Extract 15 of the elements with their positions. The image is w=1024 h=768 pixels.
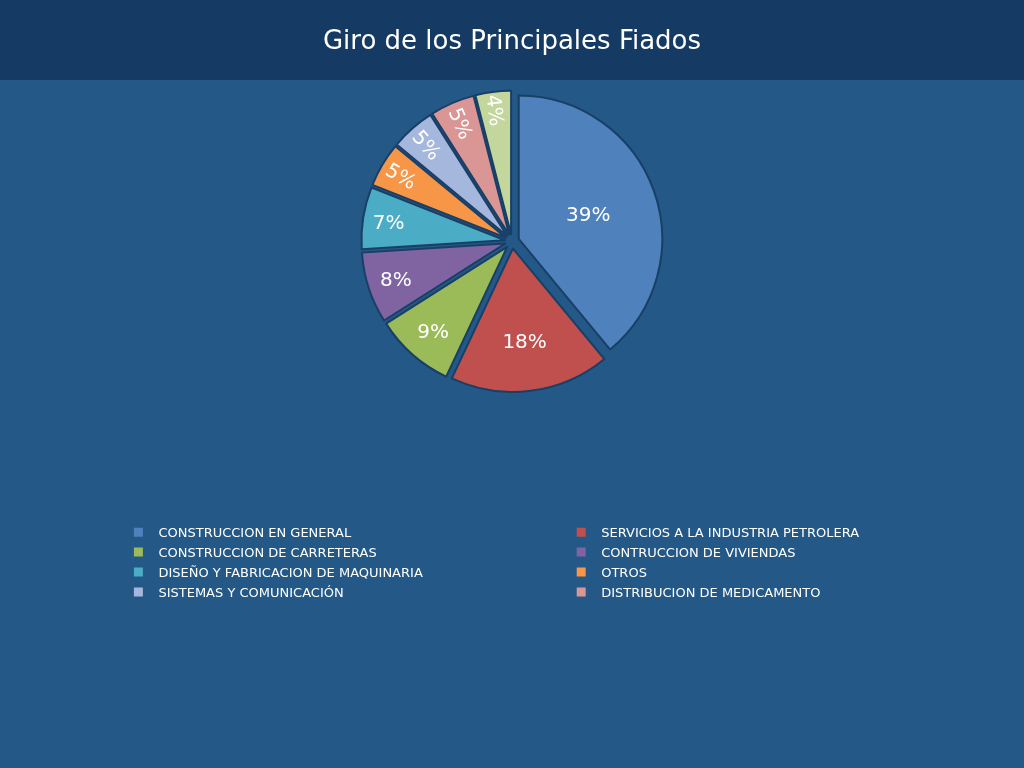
legend-label: CONTRUCCION DE VIVIENDAS (601, 545, 796, 561)
legend-label: DISEÑO Y FABRICACION DE MAQUINARIA (158, 565, 423, 581)
data-label: 7% (372, 209, 405, 234)
legend-label: CONSTRUCCION DE CARRETERAS (158, 545, 377, 561)
legend-label: DISTRIBUCION DE MEDICAMENTO (601, 584, 821, 600)
data-label: 4% (481, 93, 510, 128)
data-label: 18% (502, 329, 547, 354)
legend-label: SERVICIOS A LA INDUSTRIA PETROLERA (601, 525, 860, 541)
data-label: 39% (566, 201, 611, 226)
legend-label: SISTEMAS Y COMUNICACIÓN (158, 584, 344, 600)
data-label: 9% (417, 318, 449, 343)
chart-title: Giro de los Principales Fiados (322, 24, 702, 55)
legend-label: CONSTRUCCION EN GENERAL (158, 525, 352, 541)
legend-label: OTROS (601, 565, 647, 581)
data-label: 8% (380, 267, 412, 292)
